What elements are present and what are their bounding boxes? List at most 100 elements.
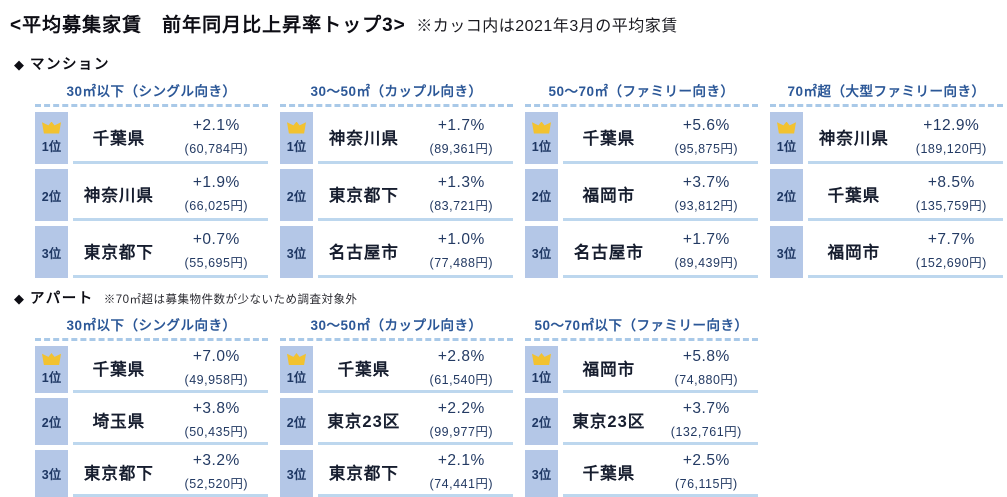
crown-icon xyxy=(42,121,61,134)
row-values: +2.1% (74,441円) xyxy=(410,452,513,492)
rank-badge: 3位 xyxy=(35,450,68,497)
row-values: +2.5% (76,115円) xyxy=(655,452,758,492)
rate-value: +2.1% xyxy=(437,452,485,469)
table-row: 2位 東京23区 +3.7% (132,761円) xyxy=(525,398,758,445)
rent-value: (77,488円) xyxy=(429,255,494,270)
rate-value: +1.3% xyxy=(437,173,485,191)
table-row: 3位 名古屋市 +1.0% (77,488円) xyxy=(280,226,513,278)
rank-label: 2位 xyxy=(776,189,797,204)
rent-value: (89,361円) xyxy=(429,141,494,156)
prefecture-name: 千葉県 xyxy=(337,361,391,379)
row-content: 福岡市 +7.7% (152,690円) xyxy=(808,226,1003,278)
table-row: 2位 福岡市 +3.7% (93,812円) xyxy=(525,169,758,221)
table-column-apartment-1: 30～50㎡（カップル向き） 1位 千葉県 +2.8% (61,540円) 2位 東京23区… xyxy=(280,314,513,497)
rank-badge: 2位 xyxy=(525,169,558,221)
crown-icon xyxy=(532,353,551,365)
table-row: 2位 千葉県 +8.5% (135,759円) xyxy=(770,169,1003,221)
column-header: 30～50㎡（カップル向き） xyxy=(280,314,513,341)
row-content: 福岡市 +3.7% (93,812円) xyxy=(563,169,758,221)
diamond-icon: ◆ xyxy=(14,57,24,72)
row-values: +5.6% (95,875円) xyxy=(655,117,758,157)
rate-value: +1.7% xyxy=(437,116,485,134)
crown-icon xyxy=(777,121,796,134)
row-content: 神奈川県 +12.9% (189,120円) xyxy=(808,112,1003,164)
rank-badge: 2位 xyxy=(280,398,313,445)
prefecture-name: 神奈川県 xyxy=(83,186,154,205)
table-row: 1位 千葉県 +5.6% (95,875円) xyxy=(525,112,758,164)
row-values: +0.7% (55,695円) xyxy=(165,231,268,271)
table-column-apartment-0: 30㎡以下（シングル向き） 1位 千葉県 +7.0% (49,958円) 2位 埼玉県 +3.… xyxy=(35,314,268,497)
table-row: 1位 神奈川県 +1.7% (89,361円) xyxy=(280,112,513,164)
row-content: 千葉県 +2.1% (60,784円) xyxy=(73,112,268,164)
row-values: +8.5% (135,759円) xyxy=(900,174,1003,214)
prefecture-name: 福岡市 xyxy=(582,361,636,379)
page-title: <平均募集家賃 前年同月比上昇率トップ3> ※カッコ内は2021年3月の平均家賃 xyxy=(8,10,1003,37)
rank-badge: 1位 xyxy=(35,112,68,164)
table-row: 1位 千葉県 +2.8% (61,540円) xyxy=(280,346,513,393)
prefecture-name: 千葉県 xyxy=(827,186,881,205)
rate-value: +7.0% xyxy=(192,348,240,365)
crown-icon xyxy=(532,121,551,134)
column-header: 30㎡以下（シングル向き） xyxy=(35,80,268,107)
rent-value: (49,958円) xyxy=(184,373,249,387)
rate-value: +2.1% xyxy=(192,116,240,134)
table-row: 2位 東京23区 +2.2% (99,977円) xyxy=(280,398,513,445)
rate-value: +2.5% xyxy=(682,452,730,469)
rank-badge: 1位 xyxy=(35,346,68,393)
row-content: 東京23区 +3.7% (132,761円) xyxy=(563,398,758,445)
title-text: <平均募集家賃 前年同月比上昇率トップ3> xyxy=(10,15,406,36)
rent-value: (66,025円) xyxy=(184,198,249,213)
row-content: 東京都下 +0.7% (55,695円) xyxy=(73,226,268,278)
rank-badge: 1位 xyxy=(525,112,558,164)
rank-label: 3位 xyxy=(776,246,797,261)
row-content: 福岡市 +5.8% (74,880円) xyxy=(563,346,758,393)
row-content: 千葉県 +8.5% (135,759円) xyxy=(808,169,1003,221)
rank-label: 2位 xyxy=(286,416,307,430)
row-values: +3.2% (52,520円) xyxy=(165,452,268,492)
rate-value: +8.5% xyxy=(927,173,975,191)
row-content: 千葉県 +5.6% (95,875円) xyxy=(563,112,758,164)
rent-value: (189,120円) xyxy=(915,141,987,156)
prefecture-name: 東京都下 xyxy=(328,186,399,205)
rank-badge: 2位 xyxy=(35,398,68,445)
prefecture-name: 千葉県 xyxy=(92,361,146,379)
rank-badge: 3位 xyxy=(525,226,558,278)
row-content: 東京23区 +2.2% (99,977円) xyxy=(318,398,513,445)
rank-badge: 3位 xyxy=(280,226,313,278)
table-column-mansion-0: 30㎡以下（シングル向き） 1位 千葉県 +2.1% (60,784円) 2位 神奈川県 +1… xyxy=(35,80,268,278)
column-header: 70㎡超（大型ファミリー向き） xyxy=(770,80,1003,107)
rent-value: (60,784円) xyxy=(184,141,249,156)
rank-badge: 2位 xyxy=(35,169,68,221)
table-row: 3位 福岡市 +7.7% (152,690円) xyxy=(770,226,1003,278)
rent-value: (50,435円) xyxy=(184,425,249,439)
row-content: 埼玉県 +3.8% (50,435円) xyxy=(73,398,268,445)
rate-value: +3.7% xyxy=(682,400,730,417)
rank-badge: 3位 xyxy=(35,226,68,278)
section-head-apartment: ◆ アパート ※70㎡超は募集物件数が少ないため調査対象外 xyxy=(14,287,1003,308)
apartment-table: 30㎡以下（シングル向き） 1位 千葉県 +7.0% (49,958円) 2位 埼玉県 +3.… xyxy=(35,314,1001,497)
column-header: 30㎡以下（シングル向き） xyxy=(35,314,268,341)
rank-label: 3位 xyxy=(41,468,62,482)
row-values: +1.3% (83,721円) xyxy=(410,174,513,214)
section-label-apartment: アパート xyxy=(30,291,94,307)
rent-value: (93,812円) xyxy=(674,198,739,213)
prefecture-name: 東京23区 xyxy=(327,413,401,431)
rank-badge: 1位 xyxy=(770,112,803,164)
prefecture-name: 千葉県 xyxy=(92,129,146,148)
rank-label: 1位 xyxy=(776,139,797,154)
rate-value: +5.8% xyxy=(682,348,730,365)
rent-value: (61,540円) xyxy=(429,373,494,387)
diamond-icon: ◆ xyxy=(14,291,24,306)
rent-value: (89,439円) xyxy=(674,255,739,270)
row-content: 千葉県 +2.8% (61,540円) xyxy=(318,346,513,393)
table-row: 3位 名古屋市 +1.7% (89,439円) xyxy=(525,226,758,278)
table-column-mansion-1: 30～50㎡（カップル向き） 1位 神奈川県 +1.7% (89,361円) 2位 東京都下… xyxy=(280,80,513,278)
column-header: 50～70㎡以下（ファミリー向き） xyxy=(525,314,758,341)
rank-label: 3位 xyxy=(531,246,552,261)
rent-value: (132,761円) xyxy=(670,425,742,439)
rank-label: 2位 xyxy=(41,189,62,204)
prefecture-name: 東京23区 xyxy=(572,413,646,431)
row-content: 東京都下 +2.1% (74,441円) xyxy=(318,450,513,497)
row-values: +7.0% (49,958円) xyxy=(165,348,268,388)
mansion-table: 30㎡以下（シングル向き） 1位 千葉県 +2.1% (60,784円) 2位 神奈川県 +1… xyxy=(35,80,1003,278)
